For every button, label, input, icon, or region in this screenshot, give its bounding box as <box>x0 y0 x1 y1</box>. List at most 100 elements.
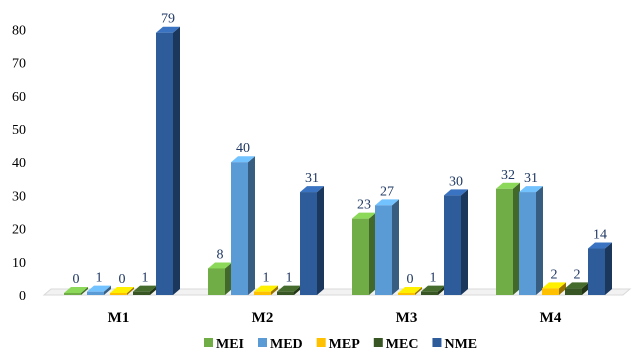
bar <box>421 285 445 295</box>
bar-side <box>415 287 422 295</box>
data-label: 1 <box>96 271 103 286</box>
y-tick-label: 50 <box>12 123 26 138</box>
data-label: 32 <box>501 168 515 183</box>
bar-front <box>208 268 225 295</box>
y-tick-label: 10 <box>12 256 26 271</box>
bar-front <box>110 293 127 295</box>
bar-top <box>542 282 566 289</box>
bar-side <box>392 199 399 295</box>
bar-side <box>438 285 445 295</box>
bar-front <box>542 288 559 295</box>
bar-front <box>519 192 536 295</box>
bar-front <box>64 293 81 295</box>
bar-side <box>605 242 612 295</box>
legend-item: MEC <box>373 337 419 352</box>
data-label: 23 <box>357 198 371 213</box>
data-label: 0 <box>73 272 80 287</box>
data-label: 1 <box>430 271 437 286</box>
bar <box>519 186 543 295</box>
legend-label: MED <box>270 337 303 352</box>
bar <box>398 287 422 295</box>
bar-top <box>519 186 543 193</box>
bar-front <box>87 291 104 295</box>
bar-top <box>231 156 255 163</box>
bar-top <box>398 287 422 293</box>
legend-item: MED <box>258 337 303 352</box>
bar-side <box>317 186 324 295</box>
legend-label: NME <box>444 337 477 352</box>
bar-top <box>352 212 376 219</box>
legend-label: MEP <box>329 337 361 352</box>
bar-top <box>110 287 134 293</box>
data-label: 1 <box>142 271 149 286</box>
legend-swatch <box>432 338 442 347</box>
data-label: 27 <box>380 184 394 199</box>
bar <box>208 262 232 295</box>
legend-swatch <box>316 338 326 347</box>
bar <box>110 287 134 295</box>
bar-front <box>352 218 369 295</box>
x-tick-label: M3 <box>396 310 418 326</box>
bar-side <box>559 282 566 295</box>
bar-front <box>398 293 415 295</box>
bar-front <box>133 291 150 295</box>
bar-front <box>254 291 271 295</box>
bar-top <box>133 285 157 292</box>
bar-front <box>588 248 605 295</box>
bar-side <box>150 285 157 295</box>
data-label: 31 <box>305 171 319 186</box>
bar-side <box>582 282 589 295</box>
bar-side <box>225 262 232 295</box>
bar-top <box>421 285 445 292</box>
legend-item: MEI <box>204 337 244 352</box>
bar-top <box>156 26 180 33</box>
data-label: 8 <box>217 247 224 262</box>
bar-top <box>300 186 324 193</box>
bar <box>156 26 180 295</box>
y-tick-label: 30 <box>12 189 26 204</box>
bar <box>565 282 589 295</box>
bar-front <box>565 288 582 295</box>
bar-front <box>156 32 173 295</box>
bar-side <box>81 287 88 295</box>
bar-front <box>421 291 438 295</box>
bar <box>277 285 301 295</box>
data-label: 31 <box>524 171 538 186</box>
y-tick-label: 60 <box>12 90 26 105</box>
bar-side <box>369 212 376 295</box>
bar-side <box>104 285 111 295</box>
bar-top <box>565 282 589 289</box>
x-tick-label: M1 <box>108 310 130 326</box>
bar <box>375 199 399 295</box>
data-labels-layer: 0 1 0 1 79 8 40 1 1 31 23 27 0 1 30 32 31 2 2 14 <box>73 12 608 287</box>
y-tick-label: 20 <box>12 223 26 238</box>
bar-top <box>254 285 278 292</box>
bar-top <box>277 285 301 292</box>
legend-item: MEP <box>316 337 361 352</box>
legend-swatch <box>204 338 213 347</box>
y-tick-label: 0 <box>19 289 26 304</box>
data-label: 1 <box>286 271 293 286</box>
bar-side <box>513 182 520 295</box>
legend-swatch <box>373 338 383 347</box>
data-label: 0 <box>119 272 126 287</box>
bar-front <box>231 162 248 295</box>
data-label: 2 <box>551 267 558 282</box>
bar <box>231 156 255 295</box>
legend-label: MEI <box>216 337 244 352</box>
bar <box>588 242 612 295</box>
bar-front <box>375 205 392 295</box>
data-label: 14 <box>593 228 607 243</box>
bar-top <box>64 287 88 293</box>
bar <box>300 186 324 295</box>
bar-top <box>87 285 111 292</box>
data-label: 2 <box>574 267 581 282</box>
bar-side <box>127 287 134 295</box>
legend: MEI MED MEP MEC NME <box>204 337 477 352</box>
legend-label: MEC <box>386 337 419 352</box>
bar <box>87 285 111 295</box>
y-tick-label: 70 <box>12 57 26 72</box>
bar-side <box>173 26 180 295</box>
